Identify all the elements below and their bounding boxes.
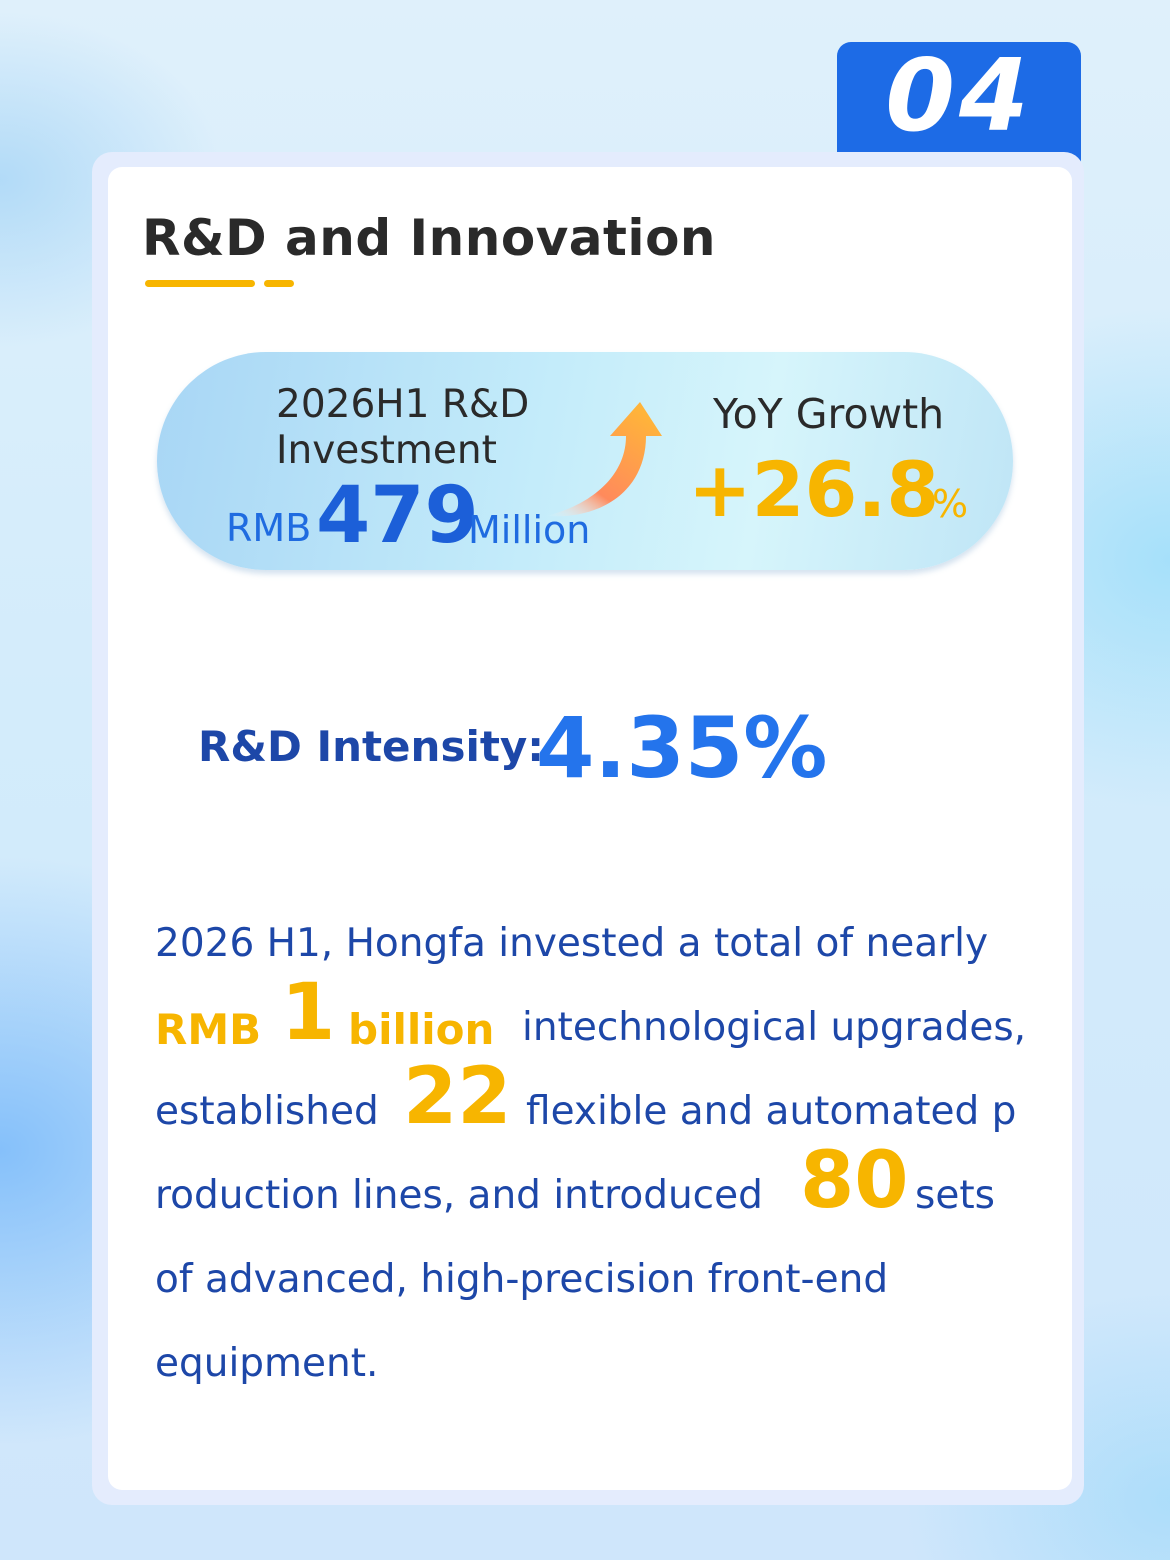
paragraph-line: roduction lines, and introduced 80 sets [155,1136,1055,1234]
highlight-22: 22 [403,1052,512,1142]
investment-title-line1: 2026H1 R&D [276,382,530,427]
title-underline-accent [264,280,294,287]
paragraph-text: of advanced, high-precision front-end [155,1257,889,1302]
investment-currency: RMB [226,506,312,550]
investment-title-line2: Investment [276,428,497,473]
intensity-label: R&D Intensity: [198,722,545,771]
growth-arrow-icon [546,402,662,517]
title-underline [145,280,255,287]
paragraph-text: intechnological upgrades, [522,1005,1027,1050]
paragraph-line: established 22 flexible and automated p [155,1052,1055,1150]
highlight-80: 80 [800,1136,909,1226]
growth-value: +26.8 [688,445,940,534]
paragraph-text: 2026 H1, Hongfa invested a total of near… [155,921,989,966]
paragraph-text: established [155,1089,379,1134]
paragraph-text: flexible and automated p [526,1089,1017,1134]
page-title: R&D and Innovation [142,209,717,267]
growth-label: YoY Growth [713,390,945,438]
growth-unit: % [932,482,969,526]
investment-summary-pill [157,352,1013,570]
paragraph-line: RMB 1 billion intechnological upgrades, [155,968,1055,1066]
paragraph-text: sets [915,1173,995,1218]
paragraph-text: equipment. [155,1341,379,1386]
paragraph-line: equipment. [155,1318,1055,1402]
section-number-badge: 04 [837,42,1081,172]
paragraph-line: of advanced, high-precision front-end [155,1234,1055,1318]
paragraph-text: roduction lines, and introduced [155,1173,763,1218]
highlight-rmb: RMB [155,1005,262,1054]
intensity-value: 4.35% [536,699,828,797]
paragraph-line: 2026 H1, Hongfa invested a total of near… [155,898,1055,982]
highlight-one: 1 [281,968,336,1058]
section-number: 04 [885,37,1033,154]
investment-title: 2026H1 R&D Investment [276,382,576,474]
investment-value: 479 [316,471,479,561]
highlight-billion: billion [348,1005,495,1054]
